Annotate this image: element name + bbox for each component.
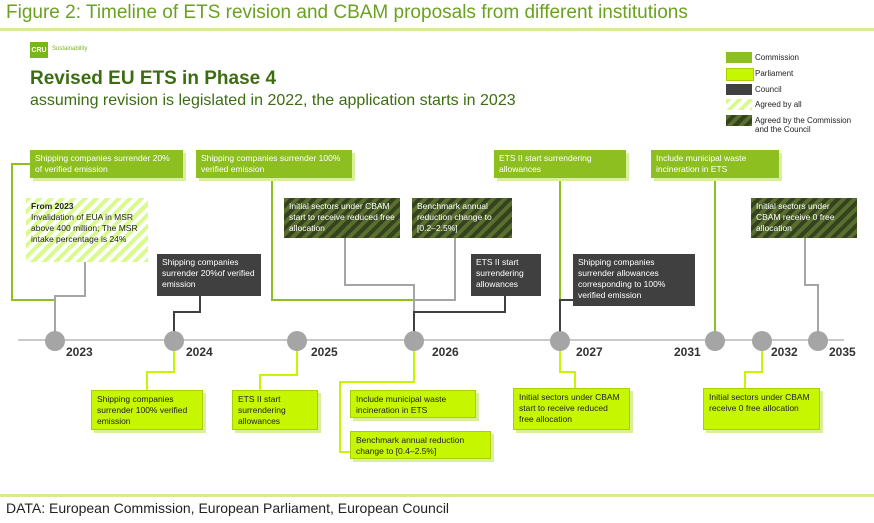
- year-label-2031: 2031: [674, 345, 701, 359]
- agreed-all-box-heading: From 2023: [31, 201, 74, 211]
- connector-2026-parliament: [339, 340, 415, 453]
- legend-label-parliament: Parliament: [755, 69, 794, 78]
- timeline-node-2024: [164, 331, 184, 351]
- connector-2024-parliament: [146, 340, 175, 392]
- legend-swatch-agreed-all: [726, 99, 752, 110]
- year-label-2035: 2035: [829, 345, 856, 359]
- connector-2032-parliament: [744, 340, 763, 388]
- timeline-node-2031: [705, 331, 725, 351]
- source-note: DATA: European Commission, European Parl…: [6, 500, 450, 516]
- agreed-cc-box-2032-cbam: Initial sectors under CBAM receive 0 fre…: [751, 198, 857, 238]
- parliament-box-2026-benchmark: Benchmark annual reduction change to [0.…: [350, 431, 491, 459]
- year-label-2026: 2026: [432, 345, 459, 359]
- council-box-2027-shipping: Shipping companies surrender allowances …: [573, 254, 695, 306]
- legend-swatch-parliament: [726, 68, 754, 81]
- legend-label-council: Council: [755, 85, 782, 94]
- connector-2027-council: [559, 299, 578, 340]
- agreed-all-box-body: Invalidation of EUA in MSR above 400 mil…: [31, 212, 138, 244]
- council-box-2024-shipping: Shipping companies surrender 20%of verif…: [157, 254, 261, 296]
- timeline-node-2035: [808, 331, 828, 351]
- connector-2035-agreed: [804, 238, 819, 340]
- year-label-2025: 2025: [311, 345, 338, 359]
- logo-badge: CRU: [31, 46, 47, 54]
- connector-2023-agreed-all: [54, 262, 86, 340]
- timeline-axis: [18, 339, 844, 341]
- commission-box-2025-shipping: Shipping companies surrender 100% verifi…: [196, 150, 352, 178]
- legend-swatch-agreed-commission-council: [726, 115, 752, 126]
- legend-swatch-commission: [726, 52, 752, 63]
- parliament-box-2025-ets2: ETS II start surrendering allowances: [232, 390, 318, 430]
- parliament-box-2024-shipping: Shipping companies surrender 100% verifi…: [91, 390, 203, 430]
- parliament-box-2032-cbam: Initial sectors under CBAM receive 0 fre…: [703, 388, 820, 430]
- agreed-cc-box-2026-cbam: Initial sectors under CBAM start to rece…: [284, 198, 400, 238]
- agreed-all-box-2023-msr: From 2023 Invalidation of EUA in MSR abo…: [26, 198, 148, 262]
- cru-logo: CRU: [30, 42, 48, 58]
- connector-2027-parliament: [559, 340, 576, 388]
- top-rule: [0, 28, 874, 31]
- connector-2026-agreed-cbam: [344, 238, 415, 340]
- commission-box-2031-waste: Include municipal waste incineration in …: [651, 150, 779, 178]
- connector-2024-council: [173, 296, 201, 340]
- connector-2025-parliament: [259, 340, 298, 392]
- legend-label-commission: Commission: [755, 53, 800, 62]
- year-label-2027: 2027: [576, 345, 603, 359]
- parliament-box-2026-waste: Include municipal waste incineration in …: [350, 390, 476, 418]
- agreed-cc-box-2026-benchmark: Benchmark annual reduction change to [0.…: [412, 198, 512, 238]
- commission-box-2023-shipping: Shipping companies surrender 20% of veri…: [30, 150, 183, 178]
- connector-2026-agreed-benchmark: [414, 238, 456, 301]
- chart-subtitle: assuming revision is legislated in 2022,…: [30, 92, 516, 109]
- council-box-2026-ets2: ETS II start surrendering allowances: [471, 254, 541, 296]
- year-label-2023: 2023: [66, 345, 93, 359]
- timeline-node-2027: [550, 331, 570, 351]
- chart-title: Revised EU ETS in Phase 4: [30, 68, 277, 89]
- bottom-rule: [0, 494, 874, 497]
- legend-swatch-council: [726, 84, 752, 95]
- logo-text: Sustainability: [52, 46, 88, 52]
- year-label-2032: 2032: [771, 345, 798, 359]
- timeline-node-2025: [287, 331, 307, 351]
- timeline-node-2026: [404, 331, 424, 351]
- year-label-2024: 2024: [186, 345, 213, 359]
- figure-title: Figure 2: Timeline of ETS revision and C…: [6, 2, 688, 23]
- legend-label-agreed-commission-council: Agreed by the Commission and the Council: [755, 116, 852, 134]
- timeline-node-2032: [752, 331, 772, 351]
- parliament-box-2027-cbam: Initial sectors under CBAM start to rece…: [513, 388, 630, 430]
- timeline-node-2023: [45, 331, 65, 351]
- legend-label-agreed-all: Agreed by all: [755, 100, 802, 109]
- connector-2026-council: [413, 296, 506, 340]
- commission-box-2027-ets2: ETS II start surrendering allowances: [494, 150, 626, 178]
